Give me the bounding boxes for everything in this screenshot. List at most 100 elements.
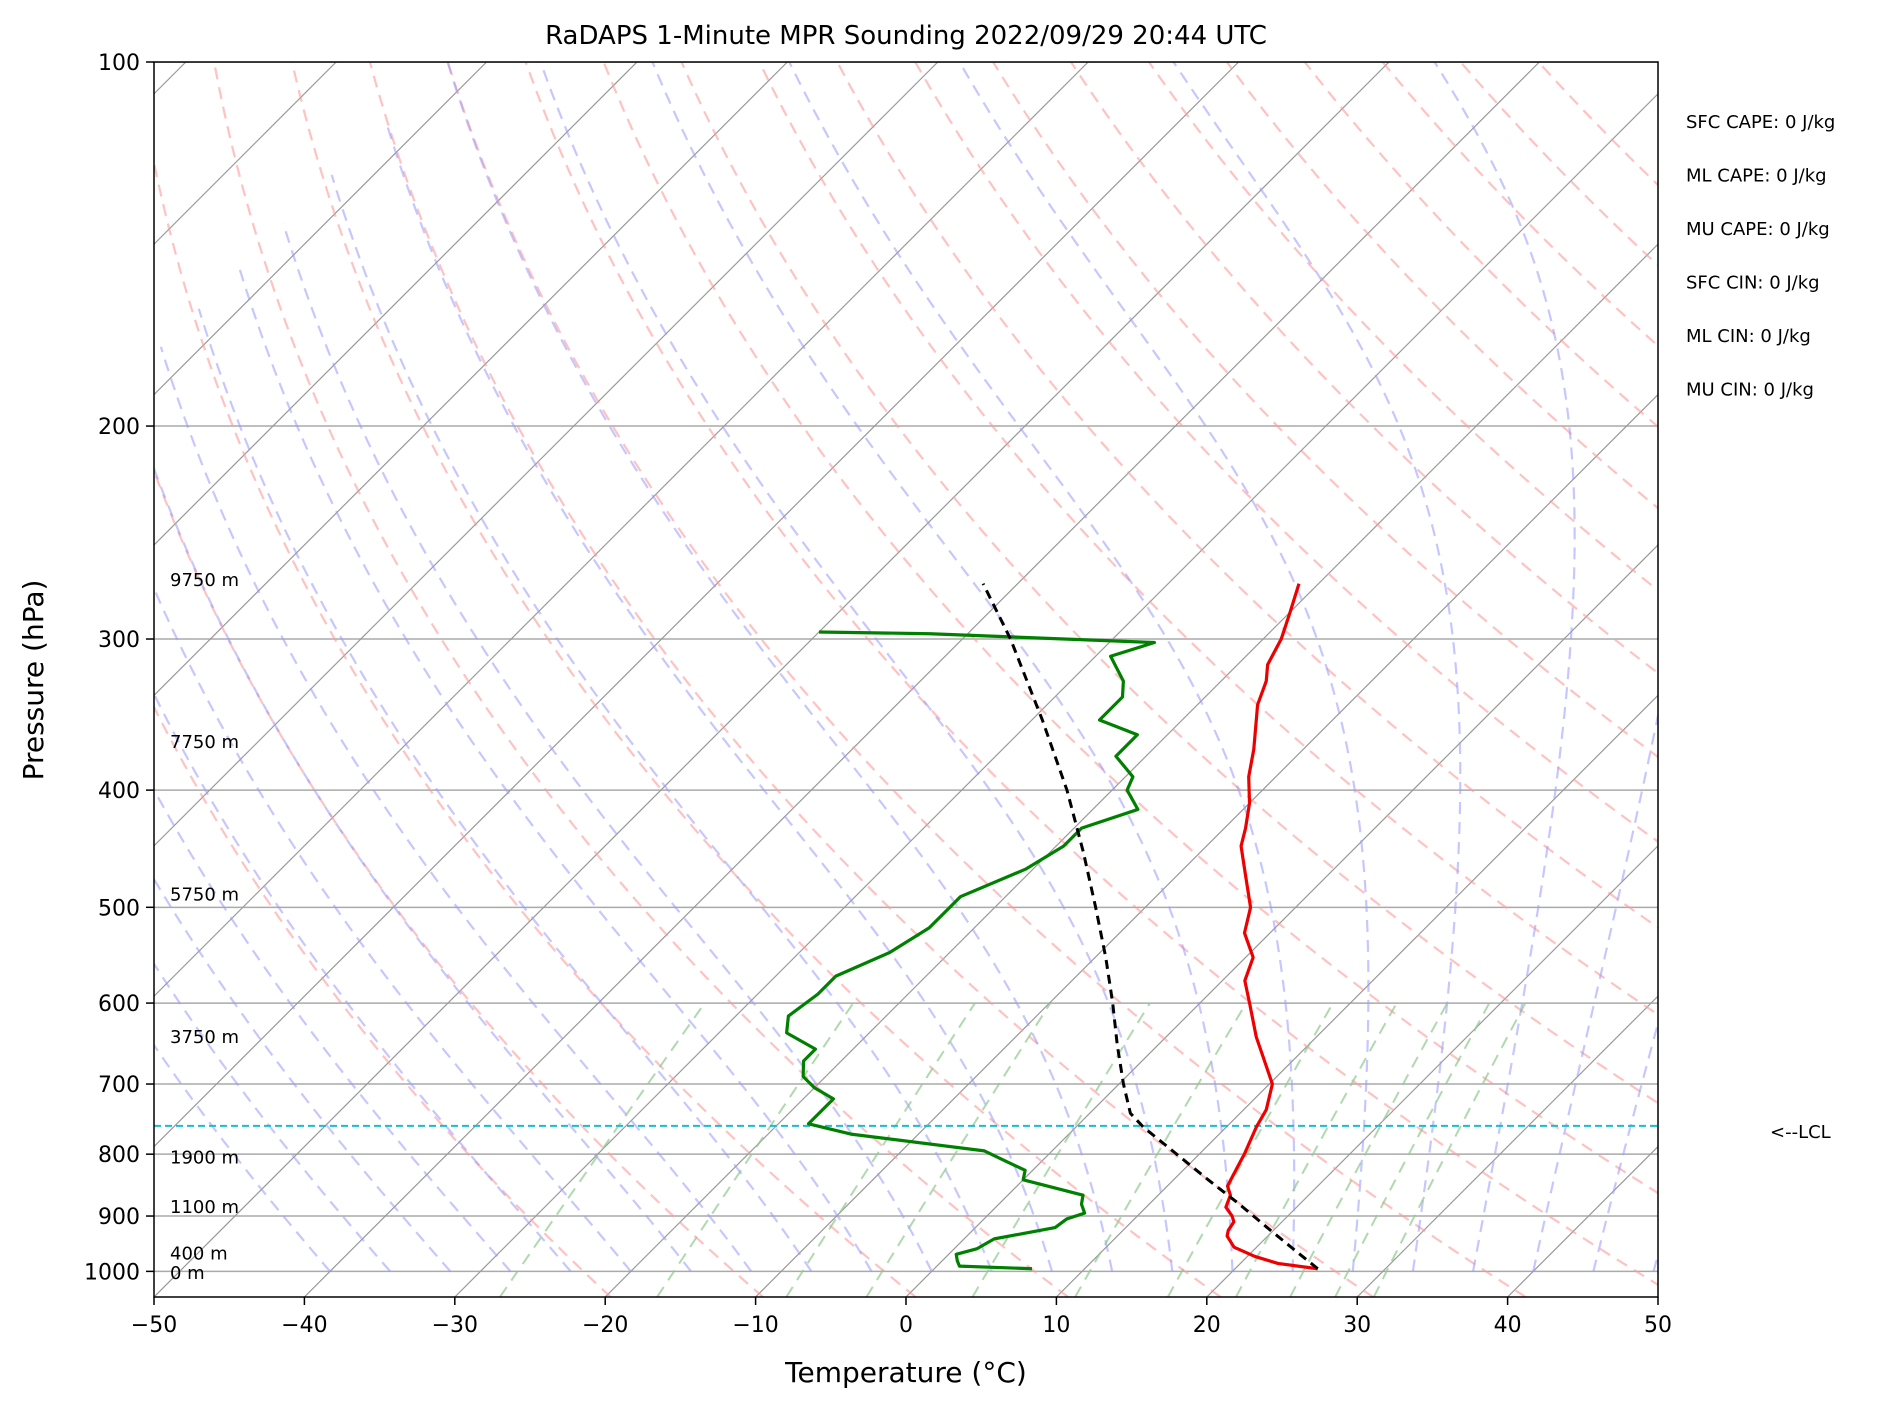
x-tick-label: 40 — [1494, 1313, 1522, 1338]
mixing-ratio-line — [1074, 1002, 1248, 1297]
moist-adiabat-line — [1592, 1019, 1658, 1272]
temperature-trace — [1224, 583, 1318, 1271]
isotherm-line — [454, 92, 1658, 1297]
isotherm-line — [303, 62, 1540, 1297]
isotherm-line — [154, 62, 488, 396]
x-tick-label: −30 — [432, 1313, 478, 1338]
stat-line: ML CAPE: 0 J/kg — [1686, 166, 1827, 187]
moist-adiabat-line — [330, 174, 993, 1272]
dry-adiabat-line — [524, 62, 1658, 1287]
moist-adiabat-line — [1532, 710, 1658, 1272]
dry-adiabat-line — [213, 62, 1069, 1297]
dry-adiabat-line — [836, 62, 1658, 929]
y-tick-label: 100 — [98, 51, 140, 76]
height-labels: 9750 m 7750 m 5750 m 3750 m 1900 m 1100 m 400 … — [170, 570, 239, 1284]
moist-adiabat-line — [1652, 1250, 1658, 1272]
mixing-ratio-line — [1372, 1002, 1527, 1297]
y-axis-ticks: 100 200 300 400 500 600 700 800 900 1000 — [84, 51, 154, 1285]
y-tick-label: 500 — [98, 896, 140, 921]
x-tick-label: −10 — [732, 1313, 778, 1338]
height-label: 1100 m — [170, 1197, 239, 1218]
moist-adiabat-line — [154, 1043, 331, 1273]
dry-adiabat-line — [680, 62, 1658, 1105]
dry-adiabat-line — [154, 467, 764, 1297]
isotherm-line — [154, 62, 939, 847]
height-label: 7750 m — [170, 732, 239, 753]
moist-adiabat-line — [282, 223, 933, 1272]
isotherm-line — [1055, 694, 1658, 1297]
x-tick-label: −50 — [131, 1313, 177, 1338]
dry-adiabat-line — [1070, 62, 1658, 675]
dewpoint-trace — [785, 630, 1157, 1271]
y-tick-label: 300 — [98, 628, 140, 653]
moist-adiabat-line — [1172, 62, 1462, 1272]
x-tick-label: 30 — [1343, 1313, 1371, 1338]
isotherm-line — [154, 62, 1390, 1297]
moist-adiabat-line — [539, 62, 1174, 1272]
moist-adiabat-line — [159, 346, 753, 1273]
dry-adiabat-line — [1225, 62, 1658, 510]
dry-adiabat-line — [992, 62, 1658, 759]
isotherm-line — [755, 393, 1658, 1297]
dry-adiabat-line — [446, 62, 1527, 1297]
x-axis-label: Temperature (°C) — [784, 1356, 1027, 1389]
mixing-ratio-line — [499, 1002, 706, 1297]
dry-adiabat-line — [758, 62, 1658, 1016]
isotherm-line — [154, 62, 337, 246]
y-tick-label: 900 — [98, 1205, 140, 1230]
isotherm-line — [154, 62, 788, 697]
isotherm-line — [1657, 1296, 1658, 1297]
x-tick-label: 0 — [899, 1313, 913, 1338]
mixing-ratio-line — [1334, 1002, 1491, 1297]
stat-line: SFC CAPE: 0 J/kg — [1686, 112, 1835, 133]
stat-line: SFC CIN: 0 J/kg — [1686, 273, 1820, 294]
height-label: 400 m — [170, 1244, 228, 1265]
y-tick-label: 400 — [98, 779, 140, 804]
y-tick-label: 700 — [98, 1073, 140, 1098]
isotherm-line — [1507, 1145, 1658, 1297]
moist-adiabat-line — [384, 121, 1054, 1272]
height-label: 0 m — [170, 1263, 205, 1284]
moist-adiabat-line — [446, 62, 1114, 1272]
mixing-ratio-line — [656, 1002, 855, 1297]
dry-adiabat-line — [368, 62, 1374, 1297]
chart-title: RaDAPS 1-Minute MPR Sounding 2022/09/29 … — [545, 21, 1267, 51]
background-lines — [154, 62, 1658, 1297]
moist-adiabat-line — [154, 465, 692, 1273]
x-axis-ticks: −50 −40 −30 −20 −10 0 10 20 30 40 50 — [131, 1297, 1672, 1338]
moist-adiabat-line — [154, 787, 512, 1273]
isotherm-line — [604, 243, 1658, 1297]
isotherm-line — [154, 62, 1240, 1148]
height-label: 1900 m — [170, 1147, 239, 1168]
x-tick-label: 50 — [1644, 1313, 1672, 1338]
x-tick-label: 20 — [1193, 1313, 1221, 1338]
isotherm-line — [1206, 844, 1658, 1297]
dry-adiabat-line — [914, 62, 1658, 843]
dry-adiabat-line — [154, 157, 917, 1297]
stat-line: MU CIN: 0 J/kg — [1686, 380, 1814, 401]
y-axis-label: Pressure (hPa) — [17, 580, 50, 781]
y-tick-label: 800 — [98, 1143, 140, 1168]
stat-line: MU CAPE: 0 J/kg — [1686, 219, 1830, 240]
height-label: 3750 m — [170, 1027, 239, 1048]
x-tick-label: −40 — [281, 1313, 327, 1338]
moist-adiabat-line — [154, 585, 632, 1273]
dry-adiabat-line — [602, 62, 1658, 1195]
dry-adiabat-line — [290, 62, 1222, 1297]
moist-adiabat-line — [154, 691, 572, 1273]
moist-adiabat-line — [238, 267, 873, 1272]
lcl-label: <--LCL — [1770, 1122, 1831, 1143]
mixing-ratio-line — [971, 1002, 1151, 1297]
moist-adiabat-line — [1433, 62, 1576, 1272]
isotherm-line — [154, 62, 638, 546]
moist-adiabat-line — [788, 62, 1296, 1272]
parcel-trace — [981, 583, 1319, 1270]
moist-adiabat-line — [651, 62, 1234, 1272]
moist-adiabat-line — [197, 308, 813, 1272]
mixing-ratio-line — [785, 1002, 976, 1297]
y-tick-label: 600 — [98, 992, 140, 1017]
moist-adiabat-line — [154, 877, 452, 1273]
height-label: 5750 m — [170, 885, 239, 906]
moist-adiabat-line — [958, 62, 1370, 1272]
